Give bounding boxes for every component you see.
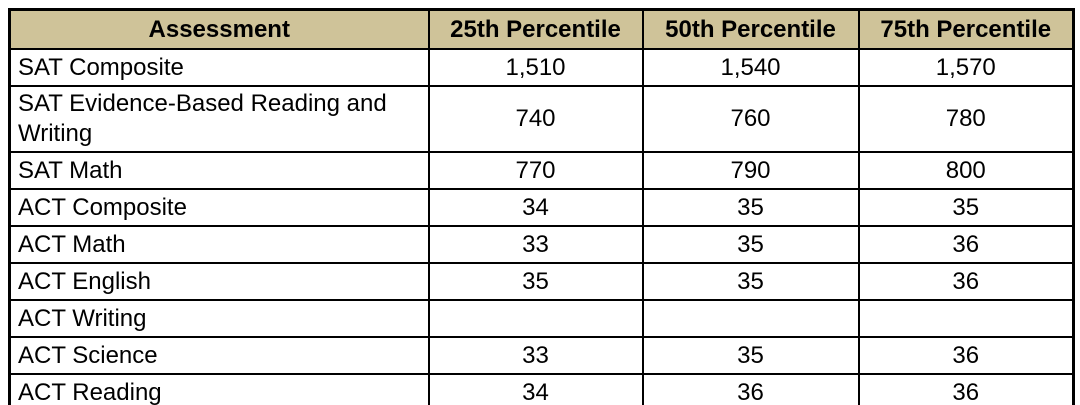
table-row: ACT Composite 34 35 35 — [8, 188, 1075, 227]
p25-value-cell: 33 — [427, 336, 644, 375]
p50-value-cell — [641, 299, 860, 338]
column-header-assessment: Assessment — [8, 8, 430, 50]
table-row: SAT Math 770 790 800 — [8, 151, 1075, 190]
p25-value-cell: 34 — [427, 373, 644, 405]
table-body: SAT Composite 1,510 1,540 1,570 SAT Evid… — [8, 48, 1075, 405]
p50-value-cell: 790 — [641, 151, 860, 190]
table-row: ACT Writing — [8, 299, 1075, 338]
p25-value-cell: 33 — [427, 225, 644, 264]
p75-value-cell: 36 — [857, 336, 1075, 375]
p75-value-cell: 800 — [857, 151, 1075, 190]
table-row: ACT Math 33 35 36 — [8, 225, 1075, 264]
p25-value-cell: 35 — [427, 262, 644, 301]
p75-value-cell: 36 — [857, 373, 1075, 405]
column-header-75th-percentile: 75th Percentile — [857, 8, 1075, 50]
assessment-cell: ACT Science — [8, 336, 430, 375]
p25-value-cell: 770 — [427, 151, 644, 190]
p25-value-cell — [427, 299, 644, 338]
header-row: Assessment 25th Percentile 50th Percenti… — [8, 8, 1075, 50]
percentile-score-table: Assessment 25th Percentile 50th Percenti… — [8, 8, 1075, 405]
assessment-cell: ACT English — [8, 262, 430, 301]
p50-value-cell: 35 — [641, 188, 860, 227]
p75-value-cell: 780 — [857, 85, 1075, 153]
p25-value-cell: 34 — [427, 188, 644, 227]
p50-value-cell: 35 — [641, 225, 860, 264]
p75-value-cell: 35 — [857, 188, 1075, 227]
table-header: Assessment 25th Percentile 50th Percenti… — [8, 8, 1075, 50]
table-row: ACT English 35 35 36 — [8, 262, 1075, 301]
table-row: SAT Composite 1,510 1,540 1,570 — [8, 48, 1075, 87]
assessment-cell: SAT Composite — [8, 48, 430, 87]
table-row: SAT Evidence-Based Reading and Writing 7… — [8, 85, 1075, 153]
p25-value-cell: 1,510 — [427, 48, 644, 87]
p50-value-cell: 35 — [641, 336, 860, 375]
assessment-cell: ACT Reading — [8, 373, 430, 405]
p75-value-cell: 36 — [857, 262, 1075, 301]
p50-value-cell: 35 — [641, 262, 860, 301]
p50-value-cell: 760 — [641, 85, 860, 153]
p50-value-cell: 36 — [641, 373, 860, 405]
assessment-cell: ACT Math — [8, 225, 430, 264]
p25-value-cell: 740 — [427, 85, 644, 153]
assessment-cell: ACT Composite — [8, 188, 430, 227]
assessment-cell: ACT Writing — [8, 299, 430, 338]
p75-value-cell — [857, 299, 1075, 338]
table-row: ACT Science 33 35 36 — [8, 336, 1075, 375]
assessment-cell: SAT Math — [8, 151, 430, 190]
table-row: ACT Reading 34 36 36 — [8, 373, 1075, 405]
column-header-50th-percentile: 50th Percentile — [641, 8, 860, 50]
p50-value-cell: 1,540 — [641, 48, 860, 87]
assessment-cell: SAT Evidence-Based Reading and Writing — [8, 85, 430, 153]
column-header-25th-percentile: 25th Percentile — [427, 8, 644, 50]
p75-value-cell: 1,570 — [857, 48, 1075, 87]
p75-value-cell: 36 — [857, 225, 1075, 264]
